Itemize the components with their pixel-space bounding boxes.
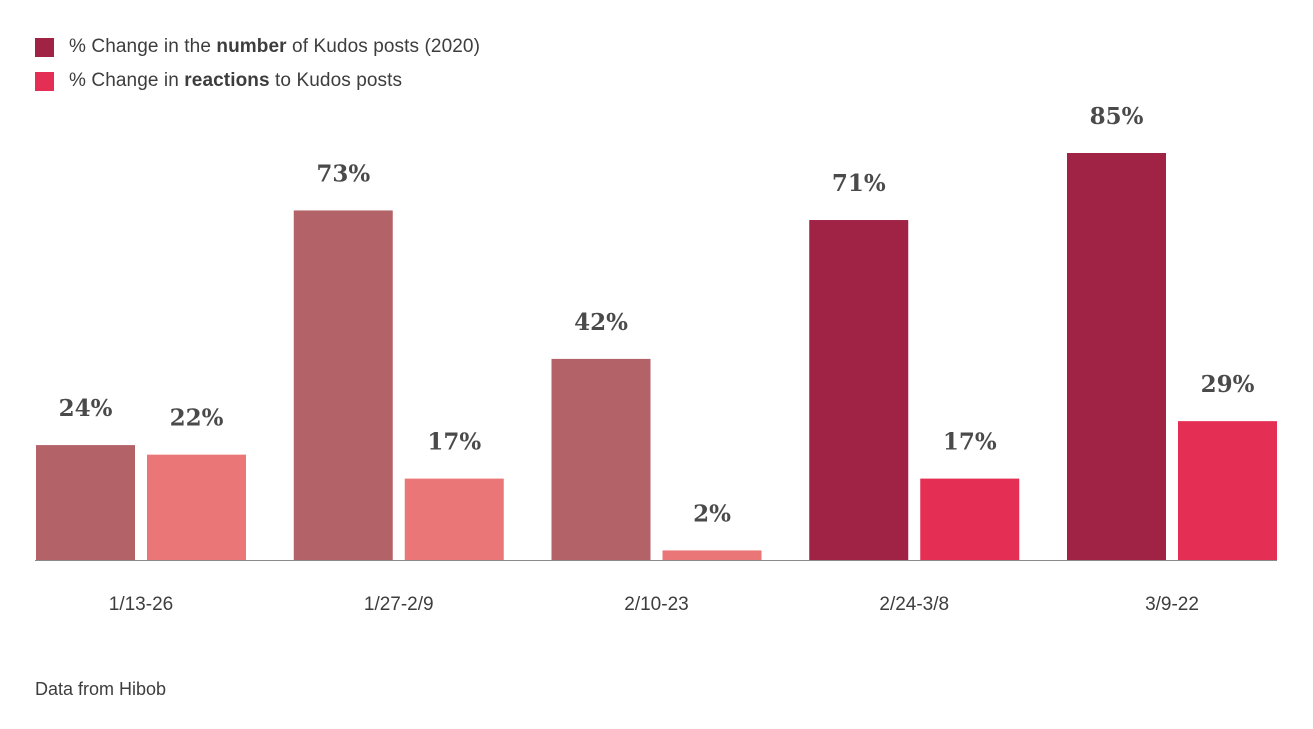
legend-item-number: % Change in the number of Kudos posts (2… <box>35 30 480 64</box>
bar-number-1 <box>293 210 393 561</box>
bar-reactions-2 <box>662 550 762 560</box>
bar-reactions-0 <box>147 454 246 560</box>
data-label-reactions-3: 17% <box>943 429 997 456</box>
bar-reactions-1 <box>404 478 504 560</box>
x-tick-label-0: 1/13-26 <box>109 594 173 615</box>
data-label-number-3: 71% <box>832 170 886 197</box>
x-tick-label-4: 3/9-22 <box>1145 594 1199 615</box>
bar-reactions-3 <box>920 478 1020 560</box>
bar-number-3 <box>809 220 909 561</box>
legend: % Change in the number of Kudos posts (2… <box>35 30 480 98</box>
legend-item-reactions: % Change in reactions to Kudos posts <box>35 64 480 98</box>
bar-number-4 <box>1067 153 1166 560</box>
legend-swatch-number <box>35 37 54 57</box>
data-label-number-0: 24% <box>59 395 113 422</box>
x-tick-label-1: 1/27-2/9 <box>364 594 434 615</box>
bar-reactions-4 <box>1178 421 1277 560</box>
data-label-number-2: 42% <box>574 309 628 336</box>
data-label-reactions-1: 17% <box>427 429 481 456</box>
bar-number-0 <box>36 445 135 560</box>
legend-label-reactions: % Change in reactions to Kudos posts <box>69 70 403 91</box>
legend-label-number: % Change in the number of Kudos posts (2… <box>69 36 481 57</box>
x-tick-label-3: 2/24-3/8 <box>879 594 949 615</box>
source-note: Data from Hibob <box>35 679 167 699</box>
data-label-reactions-0: 22% <box>170 405 224 432</box>
legend-swatch-reactions <box>35 71 54 91</box>
data-label-reactions-2: 2% <box>693 500 731 527</box>
data-label-number-4: 85% <box>1090 103 1144 130</box>
data-label-number-1: 73% <box>316 160 370 187</box>
bar-number-2 <box>551 358 651 560</box>
data-label-reactions-4: 29% <box>1201 371 1255 398</box>
x-tick-label-2: 2/10-23 <box>624 594 688 615</box>
